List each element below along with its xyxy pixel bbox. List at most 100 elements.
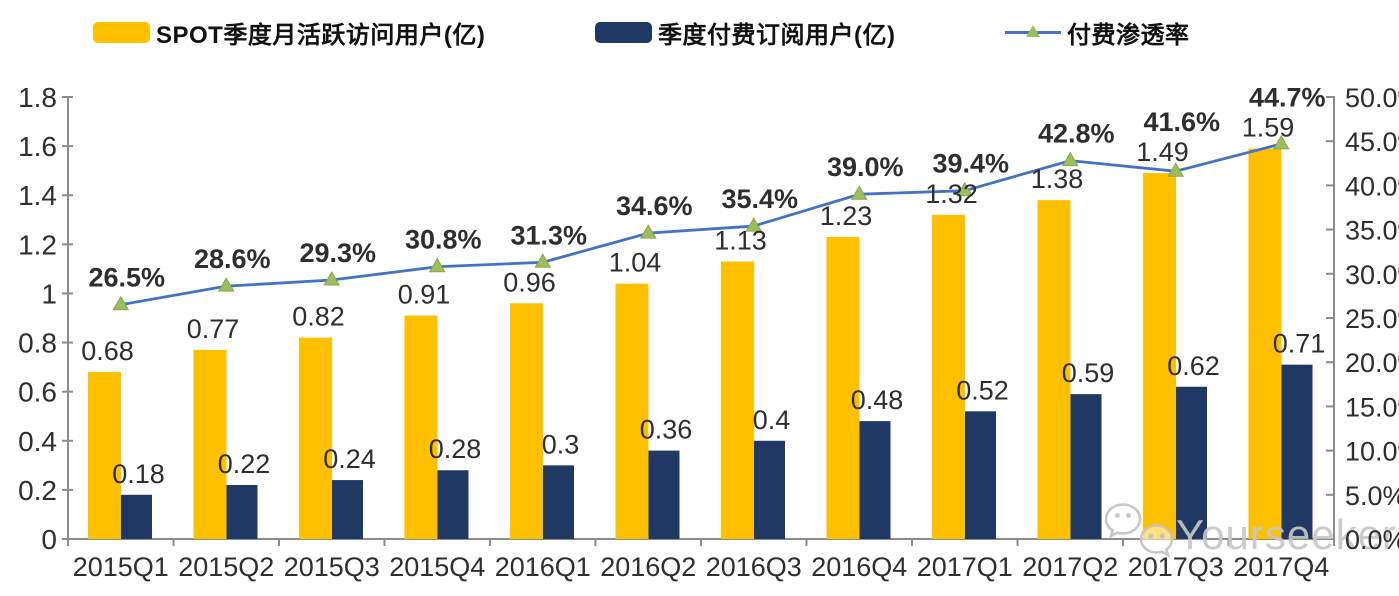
x-axis-label-2017Q2: 2017Q2 bbox=[1022, 552, 1118, 582]
right-axis-tick-label: 5.0% bbox=[1345, 481, 1399, 511]
label-mau-2015Q2: 0.77 bbox=[187, 314, 240, 344]
x-axis-label-2015Q2: 2015Q2 bbox=[178, 552, 274, 582]
penetration-line bbox=[120, 142, 1282, 307]
right-axis-tick-label: 25.0% bbox=[1345, 304, 1399, 334]
label-penetration-2015Q2: 28.6% bbox=[194, 244, 271, 274]
bar-mau-2015Q2 bbox=[193, 349, 227, 539]
right-axis-tick-label: 50.0% bbox=[1345, 83, 1399, 113]
legend-item-subscribers: 季度付费订阅用户(亿) bbox=[595, 20, 895, 49]
chart-legend: SPOT季度月活跃访问用户(亿) 季度付费订阅用户(亿) 付费渗透率 bbox=[0, 0, 1399, 60]
bar-mau-2016Q1 bbox=[510, 303, 543, 539]
left-axis-tick-label: 0.8 bbox=[18, 328, 57, 359]
label-penetration-2015Q1: 26.5% bbox=[88, 263, 165, 293]
label-sub-2016Q2: 0.36 bbox=[640, 415, 693, 445]
left-axis-tick-label: 0.6 bbox=[18, 377, 57, 408]
line-marker-2017Q3 bbox=[1167, 162, 1185, 177]
right-axis-tick-label: 35.0% bbox=[1345, 216, 1399, 246]
legend-item-mau: SPOT季度月活跃访问用户(亿) bbox=[93, 20, 485, 49]
label-mau-2017Q4: 1.59 bbox=[1242, 113, 1295, 143]
line-marker-2016Q1 bbox=[534, 253, 552, 268]
line-marker-2015Q2 bbox=[217, 277, 235, 292]
right-axis-tick-label: 10.0% bbox=[1345, 437, 1399, 467]
line-marker-2016Q4 bbox=[850, 185, 868, 200]
label-penetration-2017Q2: 42.8% bbox=[1038, 119, 1115, 149]
label-sub-2015Q2: 0.22 bbox=[218, 449, 271, 479]
x-axis-label-2017Q3: 2017Q3 bbox=[1128, 552, 1224, 582]
left-axis-tick-label: 1.4 bbox=[18, 180, 57, 211]
watermark-text: Yourseeker bbox=[1176, 511, 1397, 558]
line-marker-2016Q2 bbox=[639, 224, 657, 239]
right-axis-tick-label: 15.0% bbox=[1345, 392, 1399, 422]
label-penetration-2016Q2: 34.6% bbox=[616, 191, 693, 221]
legend-label-mau: SPOT季度月活跃访问用户(亿) bbox=[156, 21, 486, 49]
right-axis-tick-label: 40.0% bbox=[1345, 171, 1399, 201]
label-sub-2016Q3: 0.4 bbox=[753, 405, 791, 435]
label-sub-2015Q4: 0.28 bbox=[429, 434, 482, 464]
wechat-icon bbox=[1104, 503, 1174, 558]
right-axis-tick-label: 30.0% bbox=[1345, 260, 1399, 290]
x-axis-label-2015Q1: 2015Q1 bbox=[73, 552, 169, 582]
label-mau-2017Q1: 1.32 bbox=[925, 179, 978, 209]
left-axis-tick-label: 0 bbox=[41, 524, 57, 555]
bar-sub-2016Q4 bbox=[859, 421, 891, 539]
label-sub-2017Q2: 0.59 bbox=[1062, 358, 1115, 388]
bar-sub-2015Q2 bbox=[226, 484, 258, 539]
legend-label-penetration: 付费渗透率 bbox=[1067, 21, 1190, 49]
bar-mau-2016Q3 bbox=[721, 261, 754, 539]
bar-sub-2015Q1 bbox=[121, 494, 152, 539]
bar-sub-2015Q4 bbox=[437, 470, 469, 539]
x-axis-label-2016Q2: 2016Q2 bbox=[600, 552, 696, 582]
bar-mau-2015Q1 bbox=[88, 372, 121, 539]
label-sub-2017Q3: 0.62 bbox=[1167, 351, 1220, 381]
bar-sub-2016Q1 bbox=[543, 465, 574, 539]
label-sub-2015Q3: 0.24 bbox=[323, 444, 376, 474]
bar-mau-2015Q3 bbox=[299, 337, 332, 539]
label-sub-2016Q1: 0.3 bbox=[542, 429, 580, 459]
watermark: Yourseeker bbox=[1102, 502, 1397, 558]
bar-mau-2017Q3 bbox=[1143, 173, 1176, 539]
legend-item-penetration: 付费渗透率 bbox=[1005, 20, 1190, 49]
label-mau-2016Q1: 0.96 bbox=[503, 267, 556, 297]
x-axis-label-2015Q3: 2015Q3 bbox=[284, 552, 380, 582]
label-sub-2017Q4: 0.71 bbox=[1273, 329, 1326, 359]
label-mau-2016Q3: 1.13 bbox=[714, 226, 767, 256]
legend-swatch-mau bbox=[93, 21, 150, 43]
label-sub-2015Q1: 0.18 bbox=[112, 459, 165, 489]
bar-sub-2017Q4 bbox=[1281, 364, 1313, 539]
label-mau-2015Q4: 0.91 bbox=[398, 280, 451, 310]
legend-swatch-subscribers bbox=[595, 21, 652, 43]
line-marker-2016Q3 bbox=[745, 217, 763, 232]
legend-label-subscribers: 季度付费订阅用户(亿) bbox=[658, 21, 896, 49]
label-mau-2017Q3: 1.49 bbox=[1136, 137, 1189, 167]
line-marker-2015Q1 bbox=[112, 295, 130, 311]
bar-sub-2017Q3 bbox=[1176, 386, 1207, 539]
label-sub-2017Q1: 0.52 bbox=[956, 375, 1009, 405]
bar-mau-2015Q4 bbox=[404, 315, 438, 539]
left-axis-tick-label: 1 bbox=[41, 278, 57, 309]
bar-sub-2017Q2 bbox=[1070, 394, 1102, 539]
bar-mau-2017Q1 bbox=[932, 214, 965, 539]
bar-sub-2016Q3 bbox=[754, 440, 785, 539]
line-marker-2015Q4 bbox=[428, 257, 446, 273]
x-axis-label-2017Q4: 2017Q4 bbox=[1233, 552, 1329, 582]
label-penetration-2017Q4: 44.7% bbox=[1249, 83, 1326, 113]
right-axis-tick-label: 20.0% bbox=[1345, 348, 1399, 378]
bar-mau-2016Q4 bbox=[826, 236, 860, 539]
label-penetration-2017Q3: 41.6% bbox=[1143, 107, 1220, 137]
label-mau-2015Q1: 0.68 bbox=[81, 336, 134, 366]
left-axis-tick-label: 1.8 bbox=[18, 82, 57, 113]
label-penetration-2016Q1: 31.3% bbox=[510, 220, 587, 250]
x-axis-label-2015Q4: 2015Q4 bbox=[389, 552, 485, 582]
bar-sub-2015Q3 bbox=[332, 480, 363, 539]
bar-mau-2017Q2 bbox=[1037, 200, 1071, 539]
label-mau-2017Q2: 1.38 bbox=[1031, 164, 1084, 194]
legend-line-triangle-icon bbox=[1005, 22, 1061, 43]
bar-mau-2016Q2 bbox=[615, 283, 649, 539]
x-axis-label-2016Q3: 2016Q3 bbox=[706, 552, 802, 582]
label-penetration-2015Q4: 30.8% bbox=[405, 225, 482, 255]
label-mau-2016Q2: 1.04 bbox=[609, 248, 662, 278]
left-axis-tick-label: 1.2 bbox=[18, 229, 57, 260]
